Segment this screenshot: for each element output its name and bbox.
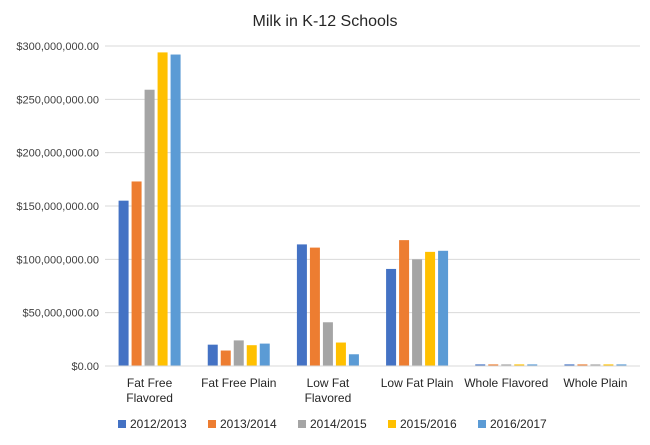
legend: 2012/2013 2013/2014 2014/2015 2015/2016 2016… [118, 417, 547, 431]
bar [246, 345, 257, 366]
bar [564, 364, 575, 366]
chart-title: Milk in K-12 Schools [253, 13, 398, 30]
bar [501, 364, 512, 366]
bar [348, 354, 359, 366]
bar [475, 364, 486, 366]
legend-label: 2015/2016 [400, 417, 457, 431]
bar [259, 343, 270, 366]
bar [157, 52, 168, 367]
category-label: Low Fat [307, 376, 350, 390]
bar [220, 350, 231, 366]
gridlines [105, 45, 640, 314]
bar [412, 259, 423, 366]
legend-label: 2016/2017 [490, 417, 547, 431]
y-tick-label: $300,000,000.00 [16, 41, 99, 53]
y-axis-ticks: $0.00 $50,000,000.00 $100,000,000.00 $150,0… [16, 41, 99, 373]
bar [131, 181, 142, 366]
y-tick-label: $0.00 [71, 361, 99, 373]
y-tick-label: $200,000,000.00 [16, 148, 99, 160]
bars [118, 52, 627, 367]
y-tick-label: $100,000,000.00 [16, 254, 99, 266]
bar [118, 200, 129, 366]
category-label: Whole Plain [563, 376, 627, 390]
legend-swatch [208, 420, 216, 428]
legend-swatch [478, 420, 486, 428]
category-label: Whole Flavored [464, 376, 548, 390]
bar [616, 364, 627, 366]
bar [309, 247, 320, 366]
legend-swatch [388, 420, 396, 428]
y-tick-label: $50,000,000.00 [23, 308, 99, 320]
legend-swatch [118, 420, 126, 428]
y-tick-label: $150,000,000.00 [16, 201, 99, 213]
bar [207, 344, 218, 366]
category-label: Low Fat Plain [381, 376, 454, 390]
bar [514, 364, 525, 366]
category-label: Fat Free Plain [201, 376, 276, 390]
legend-label: 2012/2013 [130, 417, 187, 431]
category-label: Flavored [305, 391, 352, 405]
y-tick-label: $250,000,000.00 [16, 94, 99, 106]
bar [590, 364, 601, 366]
bar [425, 251, 436, 366]
bar [603, 364, 614, 366]
bar [438, 250, 449, 366]
legend-label: 2014/2015 [310, 417, 367, 431]
bar [399, 240, 410, 366]
bar [577, 364, 588, 366]
bar [322, 322, 333, 366]
legend-swatch [298, 420, 306, 428]
bar [488, 364, 499, 366]
bar [527, 364, 538, 366]
category-label: Fat Free [127, 376, 173, 390]
bar [170, 54, 181, 367]
bar [335, 342, 346, 366]
category-label: Flavored [126, 391, 173, 405]
legend-label: 2013/2014 [220, 417, 277, 431]
bar [233, 340, 244, 366]
bar [144, 89, 155, 366]
bar [386, 268, 397, 366]
bar [296, 244, 307, 366]
